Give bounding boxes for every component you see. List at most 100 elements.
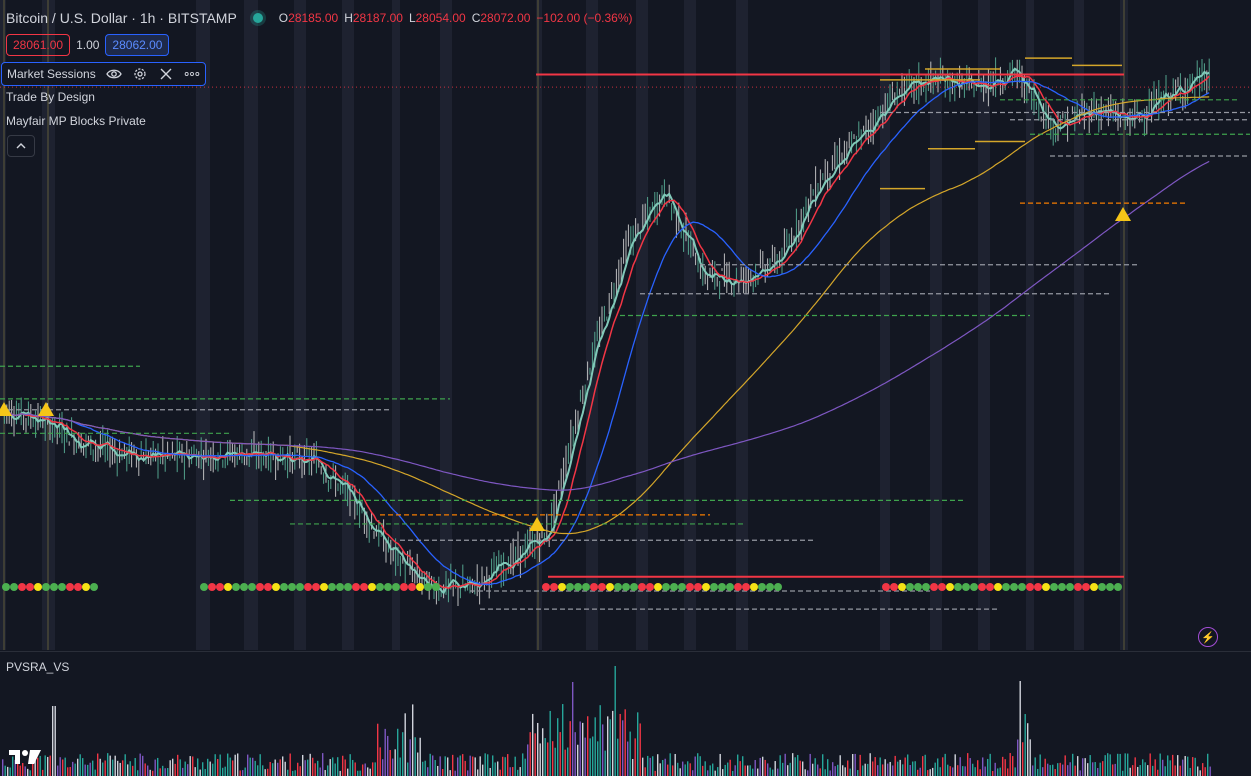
volume-bar xyxy=(712,763,714,776)
volume-bar xyxy=(77,758,79,776)
session-dot xyxy=(256,583,264,591)
volume-bar xyxy=(204,768,206,776)
volume-bar xyxy=(1167,755,1169,776)
volume-bar xyxy=(559,732,561,776)
volume-bar xyxy=(1102,761,1104,776)
volume-bar xyxy=(1154,759,1156,776)
volume-bar xyxy=(734,765,736,776)
volume-bar xyxy=(249,757,251,776)
session-dot xyxy=(890,583,898,591)
indicator-mayfair-mp-blocks[interactable]: Mayfair MP Blocks Private xyxy=(1,110,151,132)
volume-bar xyxy=(1104,755,1106,776)
volume-bar xyxy=(174,763,176,776)
volume-bar xyxy=(1179,765,1181,776)
volume-bar xyxy=(462,754,464,776)
volume-bar xyxy=(742,756,744,776)
volume-bar xyxy=(634,738,636,776)
volume-bar xyxy=(872,761,874,776)
close-icon[interactable] xyxy=(158,66,174,82)
volume-bar xyxy=(1149,753,1151,776)
volume-bar xyxy=(419,737,421,776)
volume-bar xyxy=(1124,753,1126,776)
volume-bar xyxy=(967,753,969,776)
symbol-header: Bitcoin / U.S. Dollar · 1h · BITSTAMP O2… xyxy=(6,8,633,28)
volume-bar xyxy=(194,767,196,776)
price-chart-canvas[interactable] xyxy=(0,0,1251,650)
volume-bar xyxy=(877,765,879,776)
volume-bar xyxy=(487,754,489,776)
volume-bar xyxy=(454,770,456,776)
flash-icon[interactable]: ⚡ xyxy=(1198,627,1218,647)
volume-bar xyxy=(797,754,799,776)
volume-bar xyxy=(947,764,949,776)
buy-button[interactable]: 28062.00 xyxy=(105,34,170,56)
session-dot xyxy=(718,583,726,591)
volume-bar xyxy=(1164,766,1166,776)
symbol-title[interactable]: Bitcoin / U.S. Dollar · 1h · BITSTAMP xyxy=(6,10,237,26)
volume-bar xyxy=(1042,767,1044,776)
volume-bar xyxy=(859,754,861,776)
volume-bar xyxy=(699,756,701,776)
more-icon[interactable] xyxy=(184,66,200,82)
high-value: 28187.00 xyxy=(352,11,403,25)
session-dot xyxy=(898,583,906,591)
volume-bar xyxy=(1194,757,1196,776)
session-dot xyxy=(1010,583,1018,591)
volume-bar xyxy=(279,759,281,776)
volume-bar xyxy=(139,753,141,776)
volume-bar xyxy=(34,760,36,776)
volume-bar xyxy=(887,763,889,776)
session-dot xyxy=(248,583,256,591)
sell-button[interactable]: 28061.00 xyxy=(6,34,71,56)
signal-triangle-icon xyxy=(0,402,12,416)
price-chart[interactable]: Bitcoin / U.S. Dollar · 1h · BITSTAMP O2… xyxy=(0,0,1251,650)
gear-icon[interactable] xyxy=(132,66,148,82)
volume-bar xyxy=(479,756,481,776)
signal-triangle-icon xyxy=(1115,207,1131,221)
volume-bar xyxy=(1082,758,1084,776)
indicator-market-sessions[interactable]: Market Sessions xyxy=(1,62,206,86)
volume-bar xyxy=(994,762,996,776)
volume-bar xyxy=(569,721,571,776)
volume-bar xyxy=(782,762,784,776)
volume-bar xyxy=(389,749,391,776)
volume-bar xyxy=(94,769,96,776)
volume-bar xyxy=(207,758,209,776)
volume-bar xyxy=(329,759,331,776)
session-dot xyxy=(376,583,384,591)
volume-bar xyxy=(964,766,966,776)
volume-bar xyxy=(722,769,724,776)
volume-bar xyxy=(704,761,706,776)
volume-bar xyxy=(1197,766,1199,776)
volume-bar xyxy=(349,754,351,776)
volume-bar xyxy=(934,762,936,776)
volume-bar xyxy=(477,769,479,776)
volume-bar xyxy=(522,753,524,776)
volume-bar xyxy=(154,759,156,776)
volume-bar xyxy=(672,765,674,776)
volume-pane[interactable]: PVSRA_VS xyxy=(0,651,1251,776)
volume-bar xyxy=(364,763,366,776)
volume-bar xyxy=(657,754,659,776)
indicator-trade-by-design[interactable]: Trade By Design xyxy=(1,86,100,108)
volume-bar xyxy=(1129,767,1131,776)
session-dot xyxy=(598,583,606,591)
collapse-indicators-button[interactable] xyxy=(7,135,35,157)
volume-bar xyxy=(239,770,241,776)
volume-bar xyxy=(59,757,61,776)
volume-bar xyxy=(459,755,461,776)
volume-bar xyxy=(574,732,576,776)
volume-bar xyxy=(1174,765,1176,776)
session-band xyxy=(0,0,6,650)
session-dot xyxy=(408,583,416,591)
volume-bar xyxy=(1077,756,1079,776)
eye-icon[interactable] xyxy=(105,66,122,82)
session-dot xyxy=(360,583,368,591)
volume-bar xyxy=(264,769,266,776)
volume-bar xyxy=(282,756,284,776)
volume-bar xyxy=(122,760,124,776)
volume-bar xyxy=(912,761,914,776)
volume-bar xyxy=(2,759,4,776)
volume-bar xyxy=(614,666,616,776)
volume-bar xyxy=(1052,764,1054,776)
